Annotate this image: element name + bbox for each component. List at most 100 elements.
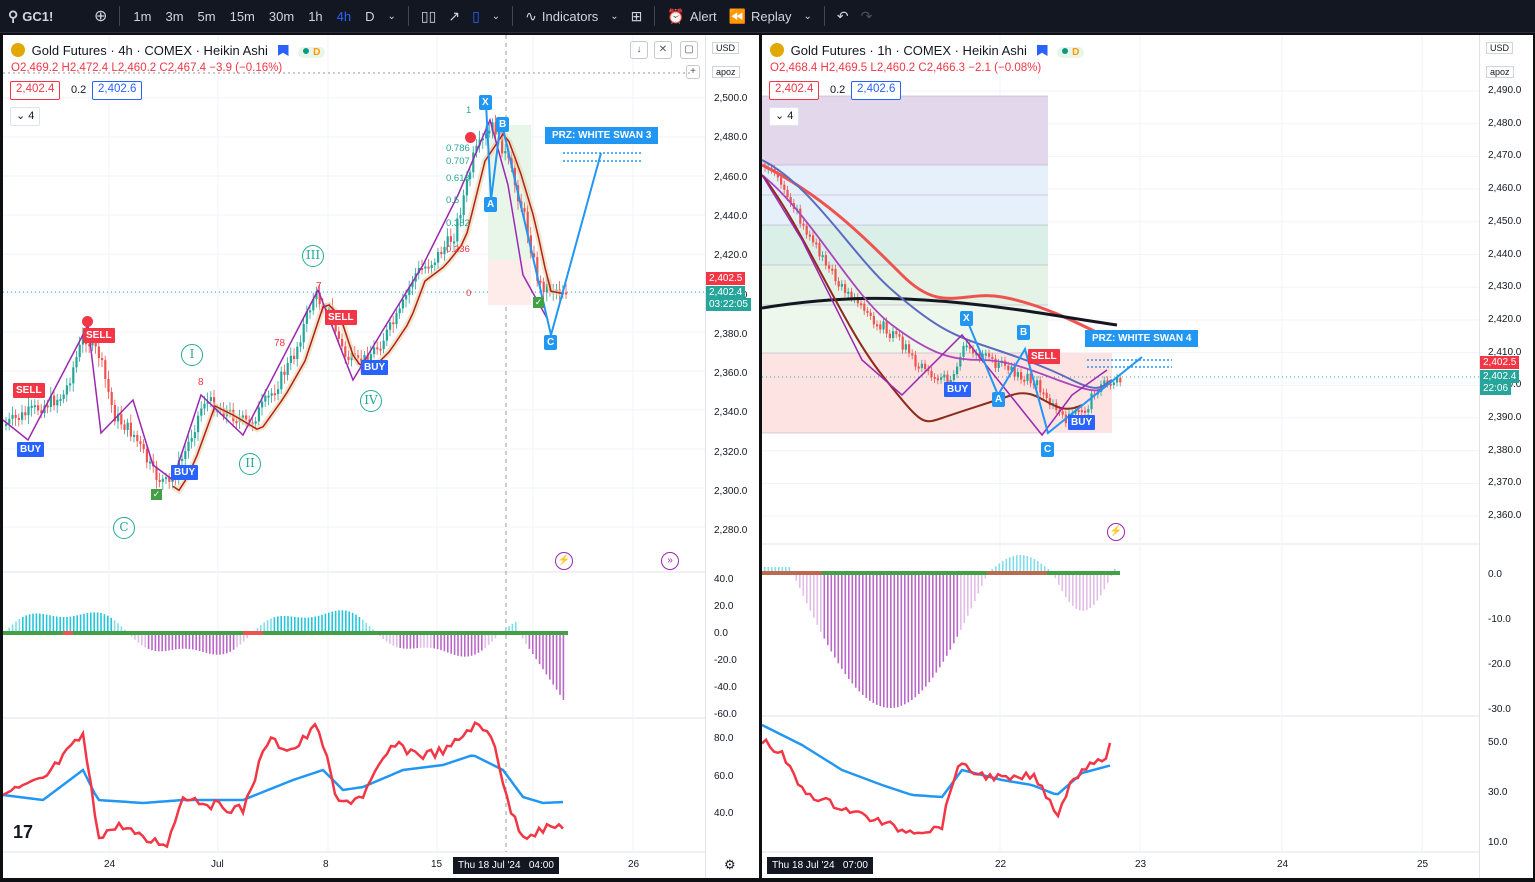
candle-body	[904, 344, 907, 350]
scale-mode-select[interactable]: apoz	[1486, 66, 1514, 78]
flag-icon[interactable]	[277, 45, 289, 56]
time-axis-label: 25	[1417, 859, 1429, 870]
indicators-button[interactable]: ∿ Indicators	[519, 0, 604, 33]
candle-body	[59, 398, 62, 401]
candle-body	[149, 461, 152, 464]
price-axis-label: -40.0	[714, 682, 737, 693]
osc-signal	[762, 571, 822, 575]
forward-icon[interactable]: »	[661, 552, 679, 570]
minimize-button[interactable]: ✕	[654, 41, 672, 59]
price-axis-label: 2,420.0	[1488, 313, 1522, 325]
candle-body	[936, 378, 939, 381]
interval-4h[interactable]: 4h	[336, 8, 352, 24]
ask-price-box[interactable]: 2,402.6	[92, 81, 143, 100]
right-chart-canvas[interactable]	[762, 35, 1533, 878]
indicators-dropdown[interactable]: ⌄	[604, 0, 624, 33]
candle-body	[8, 418, 11, 424]
candle-body	[309, 310, 312, 313]
candle-body	[94, 339, 97, 347]
bar-style-button[interactable]: ▯▯	[415, 0, 442, 33]
lightning-icon[interactable]: ⚡	[1107, 523, 1125, 541]
buy-signal: BUY	[1068, 415, 1096, 430]
pattern-point-b: B	[496, 117, 510, 132]
candle-body	[203, 403, 206, 409]
left-chart-pane[interactable]: Gold Futures · 4h · COMEX · Heikin Ashi …	[3, 35, 759, 878]
osc-bar	[181, 633, 184, 649]
interval-1h[interactable]: 1h	[308, 8, 323, 24]
right-price-axis[interactable]: USD apoz 2,490.0 2,480.0 2,470.0 2,460.0 2,4…	[1479, 35, 1533, 878]
lightning-icon[interactable]: ⚡	[555, 552, 573, 570]
layers-toggle[interactable]: ⌄ 4	[10, 107, 41, 126]
compare-button[interactable]: ⊕	[88, 0, 113, 33]
alert-button[interactable]: ⏰ Alert	[661, 0, 722, 33]
candle-body	[901, 336, 904, 350]
left-chart-legend: Gold Futures · 4h · COMEX · Heikin Ashi …	[11, 43, 326, 58]
layers-toggle[interactable]: ⌄ 4	[769, 107, 800, 126]
bid-price-box[interactable]: 2,402.4	[769, 81, 820, 100]
candle-body	[968, 345, 971, 349]
currency-select[interactable]: USD	[712, 42, 740, 54]
spread-value: 0.2	[71, 84, 87, 96]
flag-icon[interactable]	[1036, 45, 1048, 56]
candle-body	[917, 366, 920, 369]
interval-3m[interactable]: 3m	[165, 8, 184, 24]
left-chart-canvas[interactable]	[3, 35, 759, 878]
settings-gear-icon[interactable]: ⚙	[724, 857, 736, 872]
osc-bar	[246, 633, 248, 639]
replay-button[interactable]: ⏪ Replay	[723, 0, 798, 33]
bid-price-box[interactable]: 2,402.4	[10, 81, 61, 100]
candle-body	[158, 479, 161, 482]
candle-body	[1029, 373, 1032, 384]
candle-body	[1039, 380, 1042, 393]
ohlc-close: C2,466.3	[918, 62, 966, 74]
replay-dropdown[interactable]: ⌄	[797, 0, 817, 33]
wave-count-label: 8	[198, 377, 204, 388]
undo-button[interactable]: ↶	[831, 0, 855, 33]
osc-bar	[851, 573, 854, 684]
right-chart-pane[interactable]: Gold Futures · 1h · COMEX · Heikin Ashi …	[762, 35, 1533, 878]
chart-type-button[interactable]: ↗	[442, 0, 466, 33]
candle-body	[254, 421, 257, 424]
candle-body	[405, 295, 408, 300]
stop-marker	[465, 132, 476, 143]
redo-button[interactable]: ↷	[855, 0, 879, 33]
fib-level-label: 0.786	[446, 143, 470, 154]
candle-body	[385, 329, 388, 341]
interval-D[interactable]: D	[365, 8, 375, 24]
symbol-search[interactable]: ⚲ GC1!	[0, 0, 88, 33]
maximize-button[interactable]: ▢	[680, 41, 698, 59]
osc-bar	[280, 616, 282, 633]
interval-30m[interactable]: 30m	[268, 8, 295, 24]
grid-icon: ⊞	[630, 7, 643, 24]
chart-type-dropdown[interactable]: ⌄	[486, 0, 506, 33]
left-price-axis[interactable]: USD apoz 2,500.0 2,480.0 2,460.0 2,440.0 2,4…	[705, 35, 759, 878]
candle-body	[924, 363, 927, 370]
candle-body	[1087, 409, 1090, 413]
interval-dropdown[interactable]: ⌄	[382, 0, 402, 33]
currency-select[interactable]: USD	[1486, 42, 1514, 54]
scale-mode-select[interactable]: apoz	[712, 66, 740, 78]
pattern-point-a: A	[992, 392, 1006, 407]
templates-button[interactable]: ⊞	[625, 0, 649, 33]
buy-signal: BUY	[17, 442, 45, 457]
candle-body	[533, 253, 536, 258]
scroll-down-button[interactable]: ↓	[630, 41, 648, 59]
osc-bar	[904, 573, 906, 705]
ohlc-close: C2,467.4	[159, 62, 207, 74]
candle-body	[783, 184, 786, 190]
osc-bar	[62, 617, 65, 633]
osc-bar	[290, 616, 293, 633]
heikin-ashi-button[interactable]: ▯	[466, 0, 486, 33]
osc-bar	[984, 573, 987, 579]
add-button[interactable]: +	[686, 65, 700, 79]
candle-body	[1016, 372, 1019, 377]
interval-5m[interactable]: 5m	[197, 8, 216, 24]
interval-15m[interactable]: 15m	[229, 8, 255, 24]
osc-bar	[464, 633, 466, 657]
osc-bar	[977, 573, 980, 594]
sma-line	[762, 296, 1118, 327]
ask-price-box[interactable]: 2,402.6	[851, 81, 902, 100]
interval-1m[interactable]: 1m	[133, 8, 152, 24]
candle-body	[956, 366, 959, 375]
harmonic-pattern	[966, 319, 1143, 435]
